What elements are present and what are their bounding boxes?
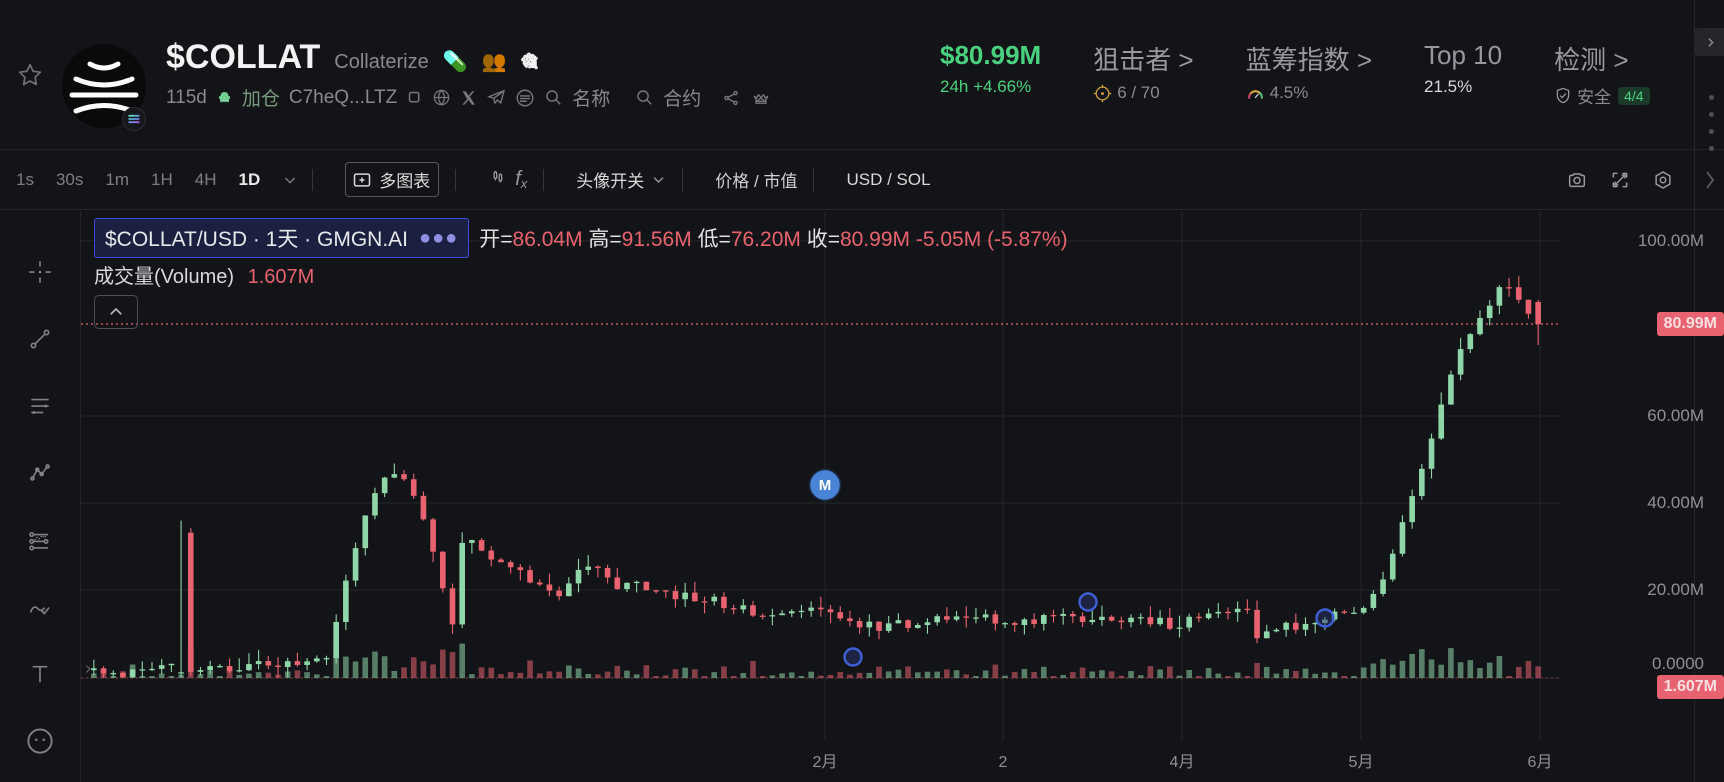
svg-text:M: M — [819, 477, 832, 494]
